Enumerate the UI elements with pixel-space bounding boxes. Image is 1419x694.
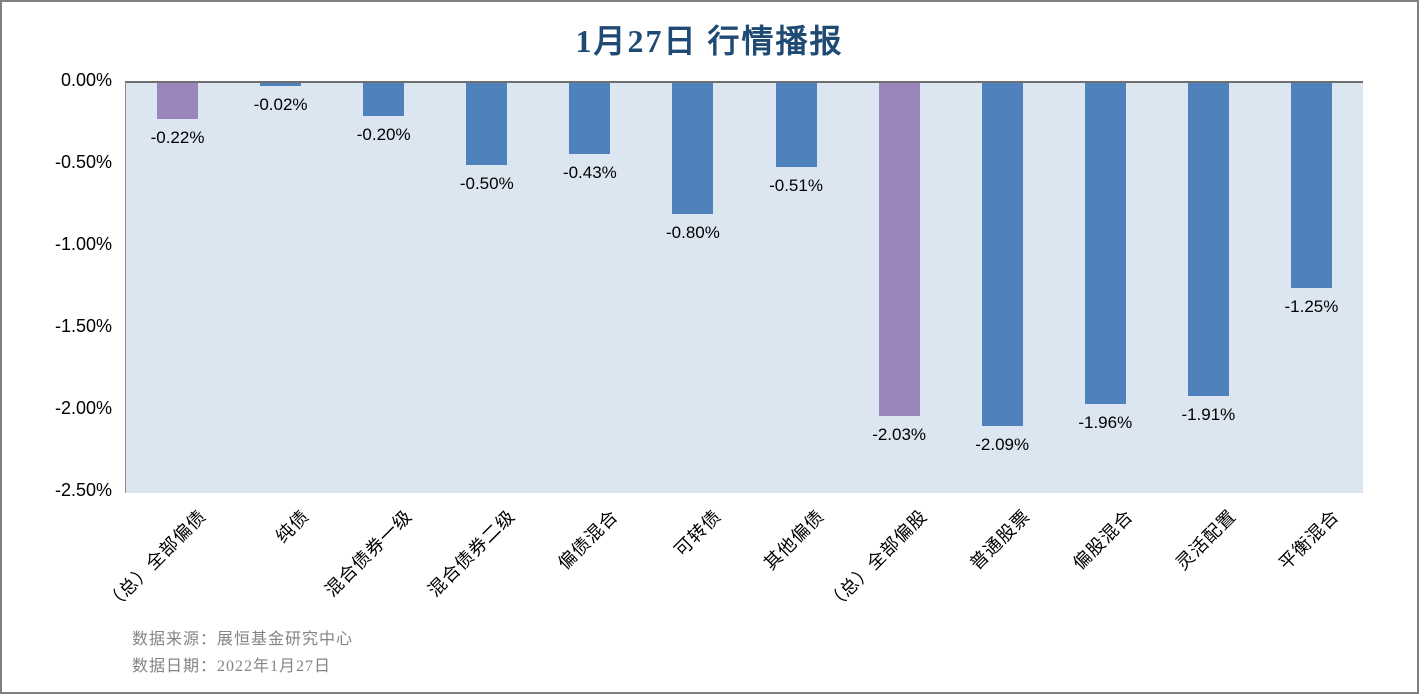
- bar: [1187, 83, 1229, 397]
- bar-value-label: -1.91%: [1181, 405, 1236, 425]
- bar-value-label: -0.02%: [253, 95, 308, 115]
- bar-value-label: -1.96%: [1078, 413, 1133, 433]
- bar: [878, 83, 920, 416]
- x-axis-label: 灵活配置: [1172, 505, 1241, 574]
- x-axis-label: 偏债混合: [553, 505, 622, 574]
- bar-value-label: -1.25%: [1284, 297, 1339, 316]
- data-date-note: 数据日期：2022年1月27日: [132, 658, 332, 675]
- data-source-note: 数据来源：展恒基金研究中心: [132, 631, 354, 648]
- y-axis-tick-label: 0.00%: [60, 70, 112, 90]
- y-axis-tick-label: -2.00%: [54, 398, 112, 418]
- x-axis-label: 混合债券二级: [423, 505, 519, 601]
- x-axis-label: 混合债券一级: [320, 505, 416, 601]
- bar-value-label: -0.50%: [459, 174, 514, 193]
- x-axis-label: 偏股混合: [1069, 505, 1138, 574]
- footer-notes: 数据来源：展恒基金研究中心 数据日期：2022年1月27日: [132, 626, 353, 680]
- chart-title: 1月27日 行情播报: [575, 23, 844, 59]
- x-axis-label: 其他偏债: [760, 505, 829, 574]
- bar: [363, 83, 405, 116]
- y-axis-tick-label: -1.50%: [54, 316, 112, 336]
- plot-area: -0.22% （总）全部偏债 -0.02% 纯债 -0.20% 混合债券一级 -0.50% 混…: [101, 81, 1363, 614]
- y-axis-tick-label: -1.00%: [54, 234, 112, 254]
- x-axis-label: 纯债: [271, 505, 313, 547]
- bar: [1084, 83, 1126, 405]
- bar-value-label: -0.22%: [150, 128, 205, 148]
- bar-value-label: -0.80%: [666, 223, 720, 243]
- x-axis-label: 可转债: [670, 505, 725, 561]
- x-axis-label: （总）全部偏股: [822, 505, 932, 615]
- x-axis-label: （总）全部偏债: [101, 505, 210, 615]
- bar: [157, 83, 199, 120]
- bar: [775, 83, 817, 167]
- y-axis-tick-label: -0.50%: [54, 152, 112, 172]
- y-axis-tick-label: -2.50%: [54, 480, 112, 500]
- bar-value-label: -0.20%: [356, 124, 411, 144]
- bar: [672, 83, 714, 215]
- bar-value-label: -2.09%: [975, 434, 1030, 454]
- bar: [569, 83, 611, 154]
- bar: [260, 83, 302, 87]
- bar: [1290, 83, 1332, 288]
- x-axis-label: 普通股票: [966, 505, 1035, 574]
- bar: [981, 83, 1023, 426]
- bar-value-label: -0.43%: [562, 162, 617, 182]
- bar: [466, 83, 508, 165]
- bar-value-label: -2.03%: [872, 424, 927, 444]
- bar-value-label: -0.51%: [769, 175, 823, 195]
- x-axis-label: 平衡混合: [1275, 505, 1344, 574]
